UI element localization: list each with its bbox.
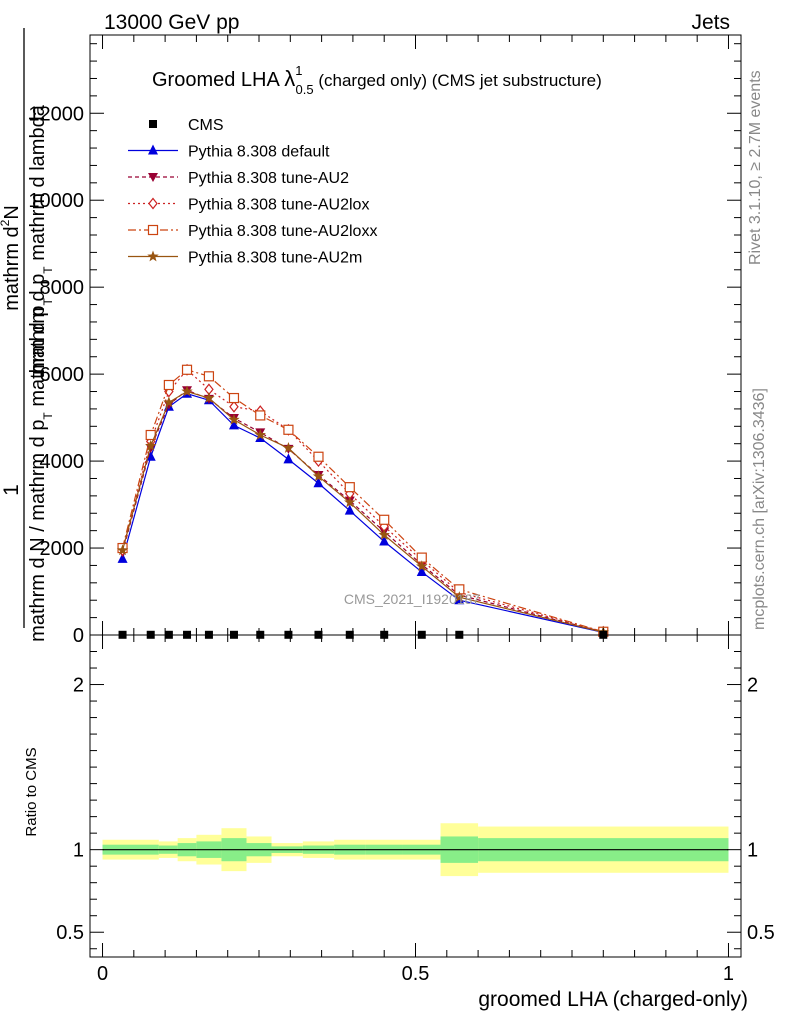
legend-label-4: Pythia 8.308 tune-AU2loxx bbox=[188, 223, 377, 240]
mcplots-url-label: mcplots.cern.ch [arXiv:1306.3436] bbox=[751, 388, 768, 630]
legend-label-1: Pythia 8.308 default bbox=[188, 144, 330, 161]
title-sup: 1 bbox=[295, 63, 302, 78]
series-0-point-11 bbox=[416, 565, 427, 576]
legend-label-2: Pythia 8.308 tune-AU2 bbox=[188, 170, 349, 187]
series-3-point-9 bbox=[344, 482, 355, 493]
y-label-num-n: N bbox=[1, 205, 23, 219]
title-prefix: Groomed LHA bbox=[152, 69, 284, 91]
axes: 0 2000 4000 6000 8000 10000 12000 0 0.5 1 0.5 0.5 1 1… bbox=[28, 35, 775, 985]
x-axis-label: groomed LHA (charged-only) bbox=[478, 988, 748, 1011]
title-suffix: (charged only) (CMS jet substructure) bbox=[314, 71, 602, 90]
rivet-version-label: Rivet 3.1.10, ≥ 2.7M events bbox=[747, 70, 764, 265]
x-tick-label-1: 0.5 bbox=[402, 963, 430, 985]
series-3-point-5 bbox=[228, 392, 240, 404]
series-4-point-10 bbox=[378, 529, 390, 540]
x-tick-label-2: 1 bbox=[723, 963, 734, 985]
y-label-den-a-sub: T bbox=[41, 266, 55, 274]
series-0-point-5 bbox=[228, 419, 239, 430]
ratio-tick-label-right-1: 1 bbox=[747, 840, 758, 862]
series-4-point-6 bbox=[254, 429, 266, 440]
y-tick-label-4: 8000 bbox=[40, 277, 85, 299]
y-label-den-a: mathrm d p bbox=[27, 274, 49, 375]
series-line-0 bbox=[121, 393, 604, 633]
series-4-point-4 bbox=[203, 392, 215, 403]
y-label-norm-a-sub: T bbox=[41, 412, 55, 420]
series-3-point-4 bbox=[203, 371, 215, 382]
series-0-point-8 bbox=[313, 477, 324, 488]
y-tick-label-0: 0 bbox=[73, 625, 84, 647]
series-4-point-11 bbox=[416, 560, 428, 572]
ratio-tick-label-right-2: 2 bbox=[747, 675, 758, 697]
series-4-point-7 bbox=[282, 442, 295, 453]
y-label-prefix: 1 bbox=[0, 484, 23, 496]
series-3-point-2 bbox=[163, 379, 174, 391]
series-4-point-3 bbox=[181, 385, 193, 397]
series-0-point-0 bbox=[117, 552, 128, 563]
legend-marker-2 bbox=[148, 173, 158, 182]
header-energy-label: 13000 GeV pp bbox=[104, 11, 239, 34]
series-4-point-0 bbox=[116, 544, 129, 556]
legend-label-0: CMS bbox=[188, 117, 224, 134]
legend-marker-4 bbox=[147, 224, 159, 236]
legend-marker-5 bbox=[147, 250, 159, 262]
y-label-normalisation: mathrm d N / mathrm d pT mathrm d pT bbox=[27, 298, 55, 642]
series-0-point-10 bbox=[379, 535, 390, 546]
legend-label-3: Pythia 8.308 tune-AU2lox bbox=[188, 197, 369, 214]
y-tick-label-3: 6000 bbox=[40, 364, 85, 386]
legend-marker-0 bbox=[149, 120, 157, 128]
y-tick-label-2: 4000 bbox=[40, 451, 85, 473]
analysis-watermark: CMS_2021_I1920187 bbox=[344, 591, 480, 607]
series-2-point-5 bbox=[229, 400, 239, 413]
y-axis-label: 1 mathrm d2N mathrm d pT mathrm d lambda… bbox=[0, 28, 55, 642]
y-label-num-sup: 2 bbox=[0, 219, 12, 226]
series-3-point-8 bbox=[313, 451, 324, 462]
series-4-point-1 bbox=[145, 439, 157, 451]
y-tick-label-1: 2000 bbox=[40, 538, 85, 560]
series-3-point-7 bbox=[283, 424, 294, 435]
chart-title: Groomed LHA λ1 0.5 (charged only) (CMS je… bbox=[152, 63, 602, 97]
ratio-tick-label-left-2: 2 bbox=[73, 675, 84, 697]
y-label-norm-b-sub: T bbox=[41, 298, 55, 306]
series-0-point-1 bbox=[145, 450, 156, 461]
header-jets-label: Jets bbox=[691, 11, 730, 34]
x-tick-label-0: 0 bbox=[97, 963, 108, 985]
title-symbol: λ bbox=[284, 66, 295, 91]
ratio-tick-label-left-1: 1 bbox=[73, 840, 84, 862]
y-label-den-b: mathrm d lambda bbox=[27, 104, 49, 266]
y-tick-label-6: 12000 bbox=[28, 103, 84, 125]
series-0-point-9 bbox=[344, 504, 355, 515]
y-label-denominator-a: mathrm d pT mathrm d lambda bbox=[27, 104, 55, 375]
legend-marker-3 bbox=[148, 197, 158, 210]
ratio-y-axis-label: Ratio to CMS bbox=[23, 747, 40, 836]
series-4-point-8 bbox=[312, 470, 325, 482]
y-label-norm-b: mathrm d p bbox=[27, 306, 49, 413]
title-sub: 0.5 bbox=[296, 82, 314, 97]
series-4-point-9 bbox=[344, 496, 356, 508]
legend-label-5: Pythia 8.308 tune-AU2m bbox=[188, 250, 362, 267]
ratio-tick-label-left-0: 0.5 bbox=[56, 922, 84, 944]
series-3-point-3 bbox=[181, 364, 193, 375]
y-label-numerator: mathrm d2N bbox=[0, 205, 23, 311]
series-3-point-6 bbox=[255, 410, 266, 421]
y-tick-label-5: 10000 bbox=[28, 190, 84, 212]
series-3-point-10 bbox=[379, 514, 390, 525]
series-line-1 bbox=[121, 389, 604, 633]
series-4-point-5 bbox=[228, 413, 240, 425]
series-0-point-7 bbox=[283, 453, 294, 464]
y-label-num-d: mathrm d bbox=[1, 226, 23, 310]
ratio-tick-label-right-0: 0.5 bbox=[747, 922, 775, 944]
series-4-point-12 bbox=[453, 591, 466, 603]
y-label-norm-a: mathrm d N / mathrm d p bbox=[27, 420, 49, 642]
ratio-plot-frame bbox=[89, 634, 742, 958]
legend-marker-1 bbox=[148, 144, 158, 155]
legend: CMS Pythia 8.308 default Pythia 8.308 tune… bbox=[128, 117, 377, 267]
series-4-point-2 bbox=[163, 396, 175, 408]
